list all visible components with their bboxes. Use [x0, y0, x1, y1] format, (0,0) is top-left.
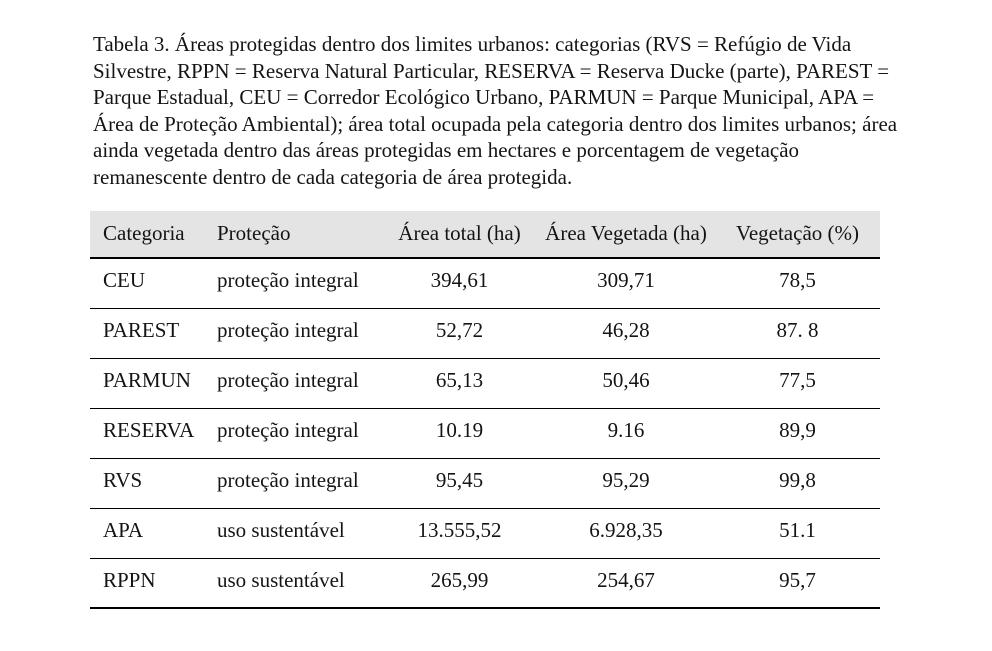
cell-protecao: proteção integral [217, 458, 382, 509]
cell-area-total: 95,45 [382, 458, 537, 509]
cell-vegetacao: 87. 8 [715, 308, 880, 359]
cell-protecao: uso sustentável [217, 508, 382, 559]
cell-vegetacao: 77,5 [715, 358, 880, 409]
cell-categoria: PARMUN [90, 358, 217, 409]
cell-vegetacao: 95,7 [715, 558, 880, 609]
cell-protecao: proteção integral [217, 308, 382, 359]
cell-protecao: proteção integral [217, 408, 382, 459]
cell-categoria: PAREST [90, 308, 217, 359]
cell-vegetacao: 99,8 [715, 458, 880, 509]
table-row-rppn: RPPN uso sustentável 265,99 254,67 95,7 [90, 558, 880, 609]
cell-area-total: 65,13 [382, 358, 537, 409]
cell-area-total: 394,61 [382, 258, 537, 309]
table-row-reserva: RESERVA proteção integral 10.19 9.16 89,… [90, 408, 880, 459]
cell-area-vegetada: 6.928,35 [537, 508, 715, 559]
column-header-vegetacao: Vegetação (%) [715, 211, 880, 259]
protected-areas-table: Categoria Proteção Área total (ha) Área … [90, 211, 880, 609]
cell-area-vegetada: 46,28 [537, 308, 715, 359]
cell-categoria: RESERVA [90, 408, 217, 459]
column-header-area-vegetada: Área Vegetada (ha) [537, 211, 715, 259]
table-caption: Tabela 3. Áreas protegidas dentro dos li… [93, 32, 898, 189]
table-row-parmun: PARMUN proteção integral 65,13 50,46 77,… [90, 358, 880, 409]
table-row-apa: APA uso sustentável 13.555,52 6.928,35 5… [90, 508, 880, 559]
cell-vegetacao: 51.1 [715, 508, 880, 559]
cell-area-total: 10.19 [382, 408, 537, 459]
table-row-ceu: CEU proteção integral 394,61 309,71 78,5 [90, 258, 880, 309]
cell-area-vegetada: 9.16 [537, 408, 715, 459]
cell-area-vegetada: 254,67 [537, 558, 715, 609]
cell-protecao: uso sustentável [217, 558, 382, 609]
column-header-categoria: Categoria [90, 211, 217, 259]
cell-area-vegetada: 95,29 [537, 458, 715, 509]
cell-protecao: proteção integral [217, 358, 382, 409]
cell-vegetacao: 89,9 [715, 408, 880, 459]
cell-categoria: RPPN [90, 558, 217, 609]
cell-categoria: APA [90, 508, 217, 559]
cell-categoria: RVS [90, 458, 217, 509]
cell-protecao: proteção integral [217, 258, 382, 309]
table-row-parest: PAREST proteção integral 52,72 46,28 87.… [90, 308, 880, 359]
column-header-protecao: Proteção [217, 211, 382, 259]
cell-area-vegetada: 309,71 [537, 258, 715, 309]
cell-area-total: 13.555,52 [382, 508, 537, 559]
cell-area-total: 265,99 [382, 558, 537, 609]
table-header-row: Categoria Proteção Área total (ha) Área … [90, 211, 880, 259]
cell-categoria: CEU [90, 258, 217, 309]
table-row-rvs: RVS proteção integral 95,45 95,29 99,8 [90, 458, 880, 509]
cell-area-vegetada: 50,46 [537, 358, 715, 409]
cell-vegetacao: 78,5 [715, 258, 880, 309]
cell-area-total: 52,72 [382, 308, 537, 359]
column-header-area-total: Área total (ha) [382, 211, 537, 259]
